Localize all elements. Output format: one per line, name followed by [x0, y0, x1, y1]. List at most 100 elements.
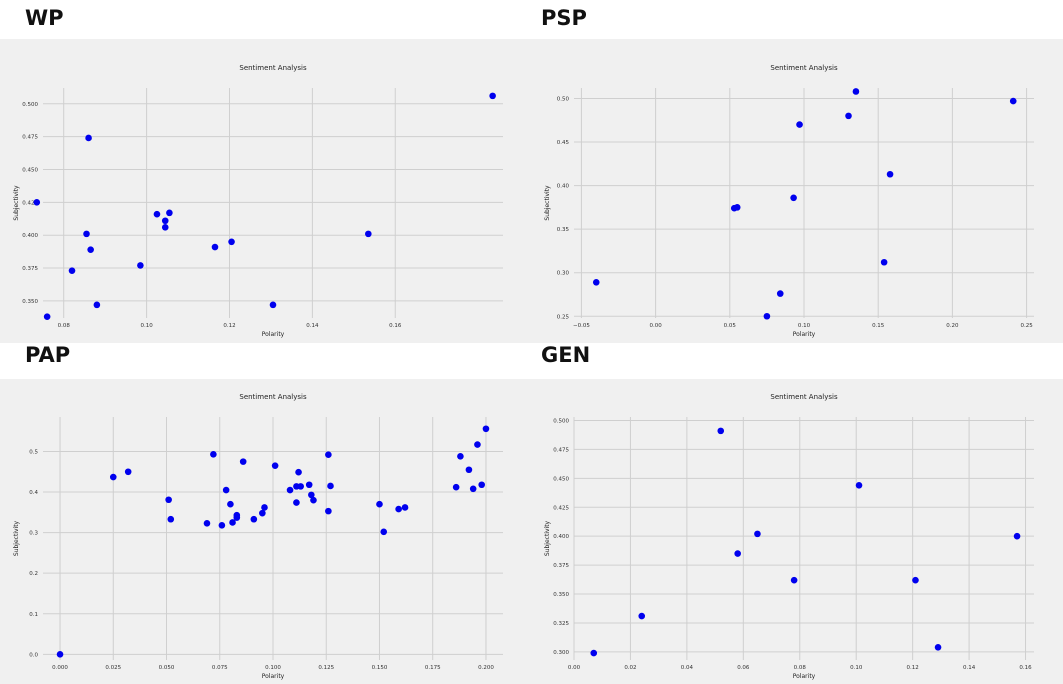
y-tick-label: 0.1	[29, 612, 38, 618]
data-point	[1009, 97, 1017, 105]
data-point	[395, 505, 402, 513]
panel-heading-pap: PAP	[25, 343, 71, 367]
data-point	[161, 224, 169, 231]
data-point	[380, 528, 388, 536]
x-tick-label: 0.12	[907, 665, 919, 671]
y-tick-label: 0.35	[557, 227, 570, 233]
data-point	[457, 453, 464, 460]
data-point	[638, 612, 646, 620]
x-tick-label: 0.02	[624, 665, 636, 671]
x-tick-label: 0.08	[794, 665, 807, 671]
x-tick-label: 0.14	[306, 323, 319, 329]
data-point	[845, 112, 852, 120]
y-tick-label: 0.325	[553, 621, 569, 627]
data-point	[68, 267, 76, 274]
y-tick-label: 0.450	[553, 476, 569, 482]
x-tick-label: 0.20	[946, 323, 959, 329]
x-tick-label: 0.25	[1020, 323, 1033, 329]
y-tick-label: 0.500	[22, 102, 38, 108]
chart-wp: 0.08 0.10 0.12 0.14 0.16 0.350 0.375 0.400 0.425…	[13, 64, 503, 338]
chart-title: Sentiment Analysis	[239, 64, 307, 72]
y-tick-label: 0.375	[553, 563, 569, 569]
data-point	[733, 204, 741, 211]
y-axis-label: Subjectivity	[544, 185, 551, 221]
x-tick-label: 0.175	[425, 665, 441, 671]
y-tick-label: 0.300	[553, 650, 569, 656]
x-tick-label: 0.10	[798, 323, 811, 329]
x-axis-label: Polarity	[793, 673, 816, 680]
data-point	[33, 199, 41, 206]
data-point	[912, 576, 919, 584]
data-point	[717, 427, 725, 435]
plot-psp: −0.05 0.00 0.05 0.10 0.15 0.20 0.25 0.25 0.30 0.3…	[531, 39, 1063, 343]
y-tick-label: 0.500	[553, 418, 569, 424]
x-tick-label: 0.00	[568, 665, 581, 671]
data-point	[166, 209, 173, 217]
x-tick-label: 0.04	[681, 665, 694, 671]
y-tick-label: 0.2	[29, 571, 38, 577]
y-tick-label: 0.25	[557, 314, 570, 320]
y-axis-label: Subjectivity	[13, 520, 20, 556]
data-point	[109, 473, 117, 481]
data-point	[85, 134, 92, 142]
data-point	[93, 301, 101, 309]
chart-title: Sentiment Analysis	[770, 64, 838, 72]
data-point	[87, 246, 94, 253]
data-point	[469, 485, 477, 493]
y-tick-label: 0.375	[22, 266, 38, 272]
data-point	[161, 217, 169, 225]
data-point	[286, 486, 294, 494]
data-point	[325, 507, 332, 515]
y-tick-label: 0.3	[29, 531, 38, 537]
data-point	[934, 643, 942, 651]
data-point	[796, 121, 803, 128]
data-point	[124, 468, 132, 476]
data-point	[401, 504, 409, 511]
data-point	[56, 651, 64, 658]
y-tick-label: 0.400	[22, 233, 38, 239]
x-tick-label: 0.150	[372, 665, 388, 671]
y-tick-label: 0.5	[29, 449, 38, 455]
x-tick-label: 0.000	[52, 665, 68, 671]
data-point	[137, 262, 144, 269]
y-tick-label: 0.475	[553, 447, 569, 453]
y-tick-label: 0.425	[553, 505, 569, 511]
y-tick-label: 0.425	[22, 200, 38, 206]
y-axis-label: Subjectivity	[544, 520, 551, 556]
chart-title: Sentiment Analysis	[770, 393, 838, 401]
data-point	[259, 509, 266, 517]
data-point	[734, 550, 741, 557]
data-point	[482, 425, 490, 433]
data-point	[1013, 532, 1021, 540]
x-tick-label: 0.16	[389, 323, 402, 329]
y-tick-label: 0.45	[557, 140, 570, 146]
data-point	[327, 482, 334, 490]
x-tick-label: 0.200	[478, 665, 494, 671]
data-point	[250, 515, 258, 523]
data-point	[211, 243, 219, 251]
data-point	[855, 481, 863, 489]
data-point	[222, 486, 230, 494]
data-point	[165, 496, 172, 504]
data-point	[790, 576, 798, 584]
chart-title: Sentiment Analysis	[239, 393, 307, 401]
data-point	[465, 466, 473, 474]
y-tick-label: 0.4	[29, 490, 38, 496]
data-point	[271, 462, 279, 469]
y-tick-label: 0.30	[557, 271, 570, 277]
data-point	[325, 451, 332, 459]
x-tick-label: 0.05	[724, 323, 737, 329]
data-point	[308, 491, 315, 499]
x-tick-label: 0.10	[850, 665, 863, 671]
data-point	[590, 649, 598, 657]
x-tick-label: 0.14	[963, 665, 976, 671]
data-point	[763, 312, 771, 320]
data-point	[376, 500, 383, 508]
data-point	[218, 522, 226, 529]
x-tick-label: −0.05	[573, 323, 590, 329]
x-tick-label: 0.15	[872, 323, 885, 329]
data-point	[852, 88, 860, 95]
x-tick-label: 0.025	[105, 665, 121, 671]
data-point	[295, 468, 302, 476]
y-tick-label: 0.475	[22, 135, 38, 141]
